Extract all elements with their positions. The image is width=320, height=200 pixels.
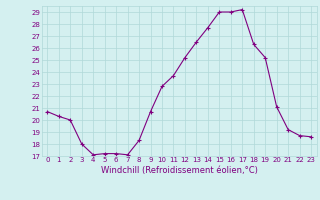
X-axis label: Windchill (Refroidissement éolien,°C): Windchill (Refroidissement éolien,°C) xyxy=(101,166,258,175)
